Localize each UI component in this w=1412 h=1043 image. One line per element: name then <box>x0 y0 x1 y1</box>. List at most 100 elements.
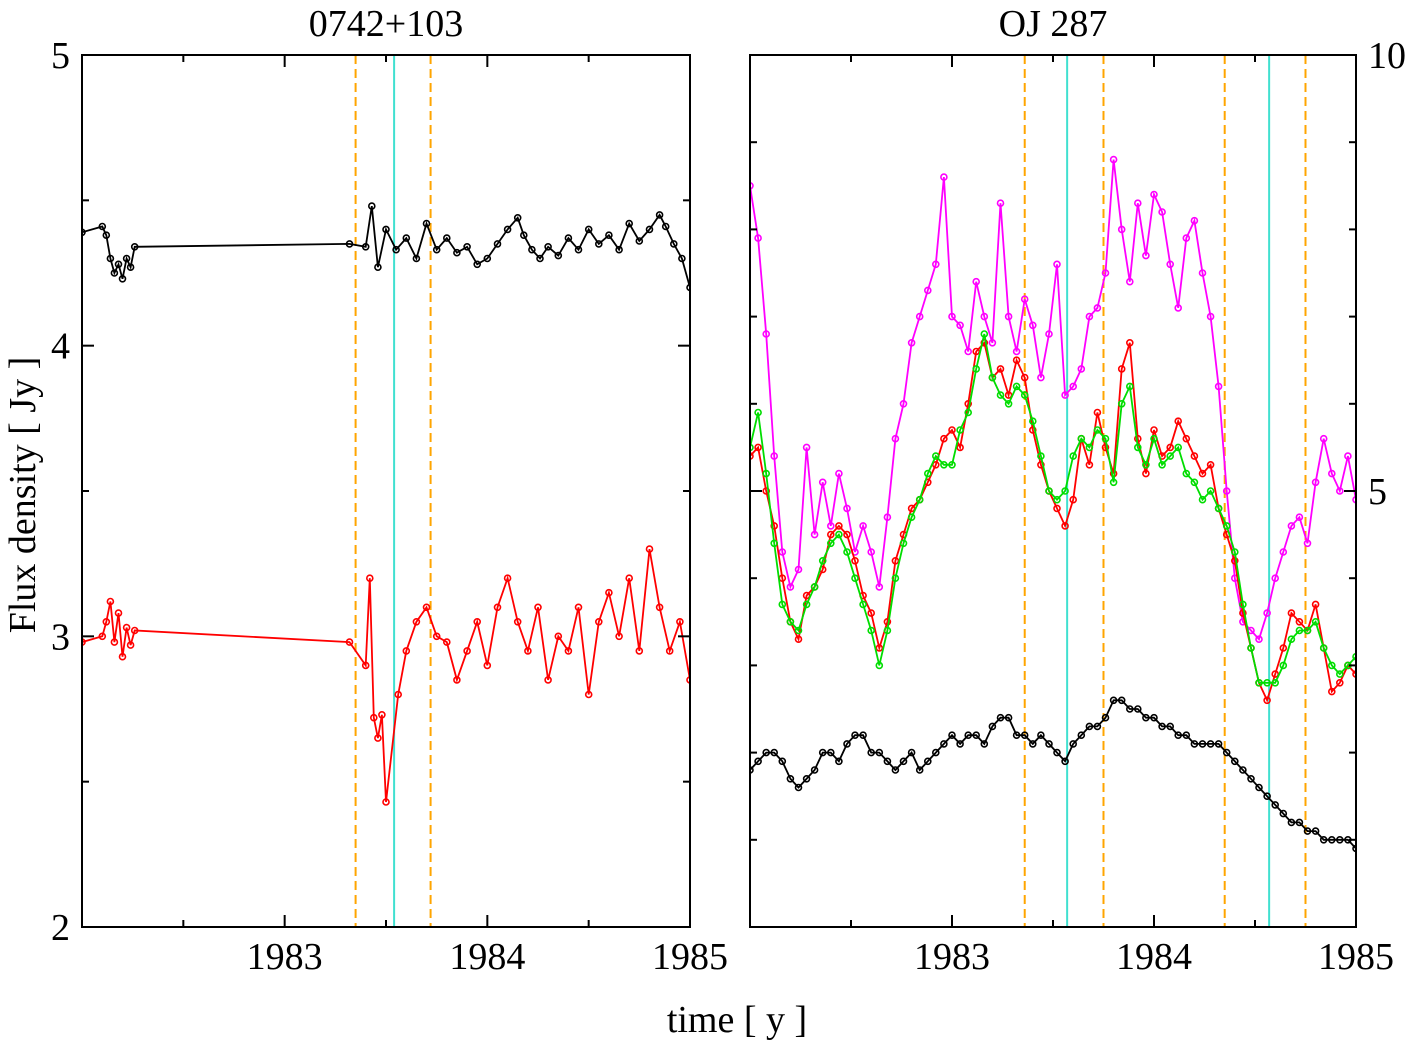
data-point <box>1190 216 1199 225</box>
data-point <box>453 248 461 257</box>
data-point <box>114 609 123 617</box>
panel-title: OJ 287 <box>999 3 1108 45</box>
data-point <box>964 347 973 356</box>
data-point <box>1271 574 1279 583</box>
data-point <box>915 312 924 321</box>
data-point <box>669 240 678 248</box>
data-point <box>98 632 107 641</box>
data-point <box>1045 487 1053 495</box>
data-point <box>1174 731 1182 740</box>
data-point <box>980 330 989 338</box>
data-point <box>1319 434 1328 443</box>
data-point <box>361 661 370 670</box>
data-point <box>98 222 107 231</box>
data-point <box>843 548 851 556</box>
data-point <box>818 478 827 487</box>
data-point <box>859 600 867 609</box>
data-point <box>394 690 403 699</box>
data-point <box>1198 469 1207 478</box>
data-point <box>899 399 908 408</box>
data-point <box>118 274 127 283</box>
data-point <box>851 731 859 740</box>
data-point <box>1222 487 1231 495</box>
data-point <box>988 722 997 731</box>
data-point <box>867 748 876 757</box>
data-point <box>891 434 900 443</box>
data-point <box>1109 478 1118 487</box>
data-point <box>361 243 370 251</box>
data-point <box>750 182 754 190</box>
data-point <box>778 548 787 556</box>
data-point <box>1214 740 1223 748</box>
data-point <box>1158 460 1166 469</box>
data-point <box>1158 722 1166 731</box>
data-point <box>625 219 634 228</box>
data-point <box>843 530 851 539</box>
data-point <box>980 312 989 321</box>
data-point <box>1182 731 1191 740</box>
data-point <box>762 487 771 495</box>
data-point <box>1093 408 1102 417</box>
data-point <box>584 225 593 234</box>
data-point <box>463 243 471 251</box>
data-point <box>867 548 876 556</box>
data-point <box>1134 443 1142 452</box>
data-point <box>972 277 981 286</box>
data-point <box>1069 495 1077 504</box>
data-point <box>891 574 900 583</box>
x-tick-label: 1984 <box>449 936 525 978</box>
data-point <box>883 757 892 766</box>
data-point <box>1029 426 1037 434</box>
series-line-2 <box>750 333 1356 684</box>
data-point <box>544 676 552 684</box>
data-point <box>432 245 441 254</box>
data-point <box>536 254 544 263</box>
data-point <box>635 237 644 245</box>
data-point <box>931 748 940 757</box>
y-tick-label: 5 <box>51 35 70 77</box>
data-point <box>1020 295 1029 304</box>
data-point <box>1045 740 1053 748</box>
y-tick-label: 10 <box>1368 35 1406 77</box>
data-point <box>130 626 139 635</box>
data-point <box>422 219 431 228</box>
data-point <box>770 748 779 757</box>
data-point <box>110 638 119 646</box>
data-point <box>554 632 563 641</box>
data-point <box>972 731 981 740</box>
data-point <box>655 603 664 612</box>
data-point <box>923 757 932 766</box>
data-point <box>524 647 532 655</box>
data-point <box>1101 713 1110 722</box>
data-point <box>1231 548 1239 556</box>
data-point <box>1142 251 1150 260</box>
data-point <box>762 330 771 338</box>
panel-title: 0742+103 <box>309 3 463 45</box>
data-point <box>948 426 956 434</box>
data-point <box>1126 705 1134 713</box>
data-point <box>923 286 932 295</box>
data-point <box>1222 748 1231 757</box>
data-point <box>1303 626 1312 635</box>
data-point <box>661 222 670 231</box>
data-point <box>1255 678 1263 687</box>
data-point <box>503 574 512 583</box>
data-point <box>883 513 892 522</box>
plot-area <box>750 55 1356 927</box>
data-point <box>122 623 131 632</box>
data-point <box>1117 365 1126 373</box>
data-point <box>453 676 461 684</box>
data-point <box>126 641 135 649</box>
data-point <box>1295 818 1304 827</box>
data-point <box>367 202 376 210</box>
data-point <box>493 240 502 248</box>
data-point <box>1214 504 1223 513</box>
y-axis-title: Flux density [ Jy ] <box>2 357 44 634</box>
data-point <box>1109 155 1118 164</box>
data-point <box>412 254 421 263</box>
data-point <box>1303 539 1312 548</box>
data-point <box>564 647 573 655</box>
data-point <box>1319 835 1328 844</box>
data-point <box>564 234 573 242</box>
data-point <box>1166 443 1174 452</box>
